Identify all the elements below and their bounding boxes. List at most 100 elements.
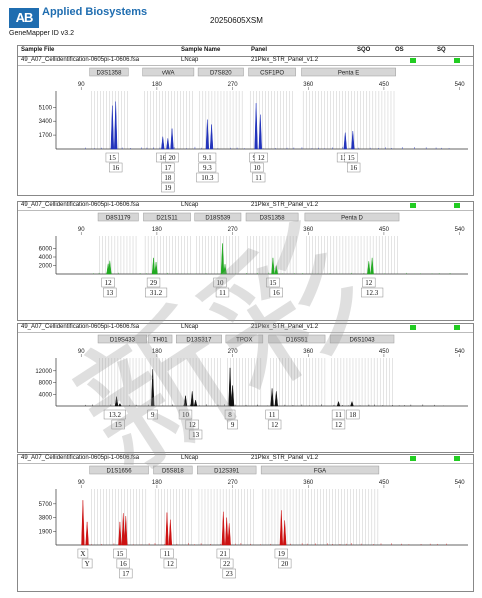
allele-call-label: 15 [348,154,356,162]
allele-call: 15 [111,419,125,430]
marker-bar [197,67,244,77]
allele-call: X [77,548,89,559]
allele-call-label: 11 [335,411,342,419]
allele-call-box [361,287,384,298]
allele-call: 11 [160,548,174,559]
allele-call-box [111,419,125,430]
marker-bar [175,334,222,344]
allele-call-box [105,152,119,163]
allele-call-label: 12 [105,279,113,287]
allele-call-label: 15 [269,279,277,287]
allele-call: 31.2 [145,287,168,298]
marker-bar [143,212,191,222]
allele-call: 13 [188,429,203,440]
sq-status-indicator [454,58,460,63]
sample-name: LNcap [181,324,199,330]
allele-call-box [269,287,283,298]
x-tick-label: 270 [228,480,239,486]
allele-call-label: 20 [281,560,289,568]
allele-call-box [331,409,346,420]
allele-peak [183,395,188,407]
allele-call-label: 12 [340,154,348,162]
marker-label: Penta E [338,71,359,77]
allele-call-box [109,162,123,173]
col-sample-file: Sample File [21,47,55,53]
marker-bar [142,67,195,77]
sample-name: LNcap [181,202,199,208]
marker-d3s1358: D3S1358 [245,212,299,222]
allele-call-label: 16 [350,164,358,172]
allele-call: 12 [267,419,282,430]
marker-label: D16S51 [286,338,308,344]
marker-d5s818: D5S818 [153,465,193,475]
marker-th01: TH01 [148,334,173,344]
allele-call: 9 [227,419,238,430]
allele-call-label: 11 [164,550,171,558]
panel-name: 21Plex_STR_Panel_v1.2 [251,57,319,63]
allele-call: 20 [278,558,292,569]
allele-call-box [145,287,168,298]
y-tick-label: 5100 [39,105,53,111]
marker-vwa: vWA [142,67,195,77]
marker-bar [225,334,264,344]
marker-d1s1656: D1S1656 [89,465,149,475]
allele-call-box [161,172,175,183]
allele-call-box [161,182,175,193]
marker-bar [89,465,149,475]
allele-call-label: 13 [192,431,200,439]
allele-call-label: 12 [189,421,197,429]
allele-peak [283,520,287,546]
x-tick-label: 180 [152,349,163,355]
allele-call-box [160,548,174,559]
sample-name: LNcap [181,455,199,461]
allele-call: 12 [163,558,178,569]
allele-call: 13.2 [103,409,126,420]
allele-call-label: 12 [335,421,343,429]
allele-peak [121,513,125,546]
allele-call-box [278,558,292,569]
allele-peak [118,403,122,407]
allele-call: 12 [331,419,346,430]
electropherogram-chart: D8S1179 D21S11 D18S539 D3S1358 Penta D 90 180 2… [39,212,468,298]
allele-call: 16 [346,162,361,173]
marker-bar [89,67,129,77]
marker-d19s433: D19S433 [97,334,148,344]
allele-peak [114,396,119,407]
allele-peak [367,261,371,275]
allele-peak [227,523,231,546]
allele-call-box [77,548,89,559]
marker-bar [148,334,173,344]
allele-call-box [163,558,178,569]
allele-call-box [331,419,346,430]
allele-peak [209,124,214,150]
allele-peak [168,519,173,546]
x-tick-label: 450 [379,349,390,355]
sample-file: 49_A07_Cellidentification-0605pi-1-0606.… [21,202,140,208]
x-tick-label: 360 [303,227,314,233]
marker-d8s1179: D8S1179 [97,212,139,222]
os-status-indicator [410,456,416,461]
allele-peak [114,101,118,150]
allele-peak [151,257,156,275]
x-tick-label: 180 [152,480,163,486]
allele-call: 11 [265,409,279,420]
allele-call: 20 [165,152,179,163]
allele-call-label: 15 [115,421,123,429]
allele-call-box [116,558,130,569]
allele-call-label: 16 [112,164,120,172]
allele-call-box [178,409,193,420]
allele-peak [230,385,235,407]
allele-call-label: 9 [151,411,155,419]
allele-call-label: 17 [122,570,129,578]
allele-call-label: X [80,550,85,558]
marker-d7s820: D7S820 [197,67,244,77]
x-tick-label: 450 [379,480,390,486]
allele-call-box [362,277,376,288]
marker-bar [260,465,380,475]
allele-call-label: 18 [164,174,172,182]
allele-call-label: 10 [216,279,224,287]
allele-call: 18 [161,172,175,183]
allele-call-label: 10 [182,411,190,419]
allele-call-box [266,277,280,288]
y-tick-label: 12000 [35,369,52,375]
